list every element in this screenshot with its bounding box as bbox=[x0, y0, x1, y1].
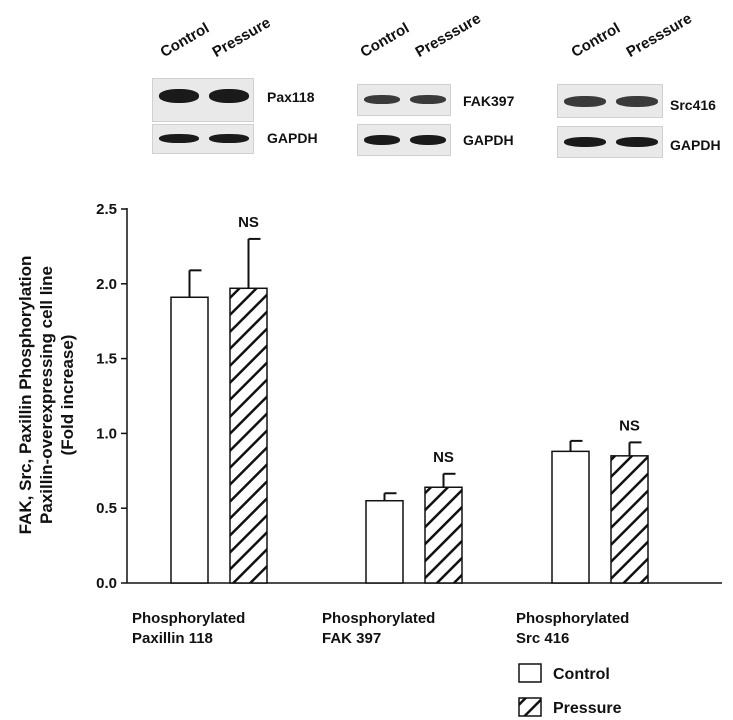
blot-band bbox=[410, 95, 446, 104]
y-tick-label: 0.5 bbox=[96, 500, 117, 517]
blot-band bbox=[209, 89, 249, 103]
blot-band bbox=[564, 137, 606, 147]
blot-row-label: GAPDH bbox=[267, 130, 318, 146]
blot-row-label: Pax118 bbox=[267, 89, 315, 105]
blot-band bbox=[564, 96, 606, 107]
blot-strip bbox=[557, 84, 663, 118]
blot-band bbox=[364, 135, 400, 145]
y-axis-label: FAK, Src, Paxillin Phosphorylation Paxill… bbox=[16, 256, 77, 535]
y-axis-label-line: Paxillin-overexpressing cell line bbox=[37, 266, 56, 524]
x-category-label: FAK 397 bbox=[322, 630, 381, 647]
bar-control-3 bbox=[551, 450, 590, 584]
blot-row-label: GAPDH bbox=[670, 137, 721, 153]
category-labels: Phosphorylated Paxillin 118 Phosphorylated… bbox=[132, 610, 629, 647]
x-category-label: Paxillin 118 bbox=[132, 630, 213, 647]
chart-bars: NS NS NS bbox=[170, 214, 649, 584]
x-category-label: Phosphorylated bbox=[322, 610, 435, 627]
y-tick-label: 1.0 bbox=[96, 425, 117, 442]
y-tick-label: 2.0 bbox=[96, 276, 117, 293]
blot-row-label: FAK397 bbox=[463, 93, 515, 109]
bar-pressure-2 bbox=[424, 486, 463, 584]
x-category-label: Phosphorylated bbox=[516, 610, 629, 627]
blot-strip bbox=[357, 124, 451, 156]
bar-pressure-1 bbox=[229, 287, 268, 584]
blot-band bbox=[364, 95, 400, 104]
y-tick-label: 1.5 bbox=[96, 351, 117, 368]
blot-band bbox=[209, 134, 249, 143]
ns-annotation: NS bbox=[433, 449, 454, 466]
blot-band bbox=[159, 89, 199, 103]
ns-annotation: NS bbox=[619, 417, 640, 434]
y-tick-label: 0.0 bbox=[96, 575, 117, 592]
y-tick-label: 2.5 bbox=[96, 201, 117, 218]
blot-row-label: GAPDH bbox=[463, 132, 514, 148]
bar-control-2 bbox=[365, 499, 404, 584]
blot-band bbox=[616, 137, 658, 147]
blot-band bbox=[616, 96, 658, 107]
y-axis-label-line: (Fold increase) bbox=[58, 335, 77, 456]
y-axis-label-line: FAK, Src, Paxillin Phosphorylation bbox=[16, 256, 35, 535]
blot-strip bbox=[357, 84, 451, 116]
blot-strip bbox=[152, 124, 254, 154]
x-category-label: Src 416 bbox=[516, 630, 569, 647]
blot-strip bbox=[557, 126, 663, 158]
ns-annotation: NS bbox=[238, 214, 259, 231]
x-category-label: Phosphorylated bbox=[132, 610, 245, 627]
bar-pressure-3 bbox=[610, 455, 649, 584]
blot-band bbox=[410, 135, 446, 145]
legend: Control Pressure bbox=[518, 663, 622, 717]
legend-label: Pressure bbox=[553, 700, 622, 717]
legend-swatch-pressure bbox=[518, 697, 542, 717]
blot-row-label: Src416 bbox=[670, 97, 716, 113]
legend-label: Control bbox=[553, 666, 610, 683]
blot-strip bbox=[152, 78, 254, 122]
legend-swatch-control bbox=[518, 663, 542, 683]
bar-control-1 bbox=[170, 296, 209, 584]
blot-band bbox=[159, 134, 199, 143]
